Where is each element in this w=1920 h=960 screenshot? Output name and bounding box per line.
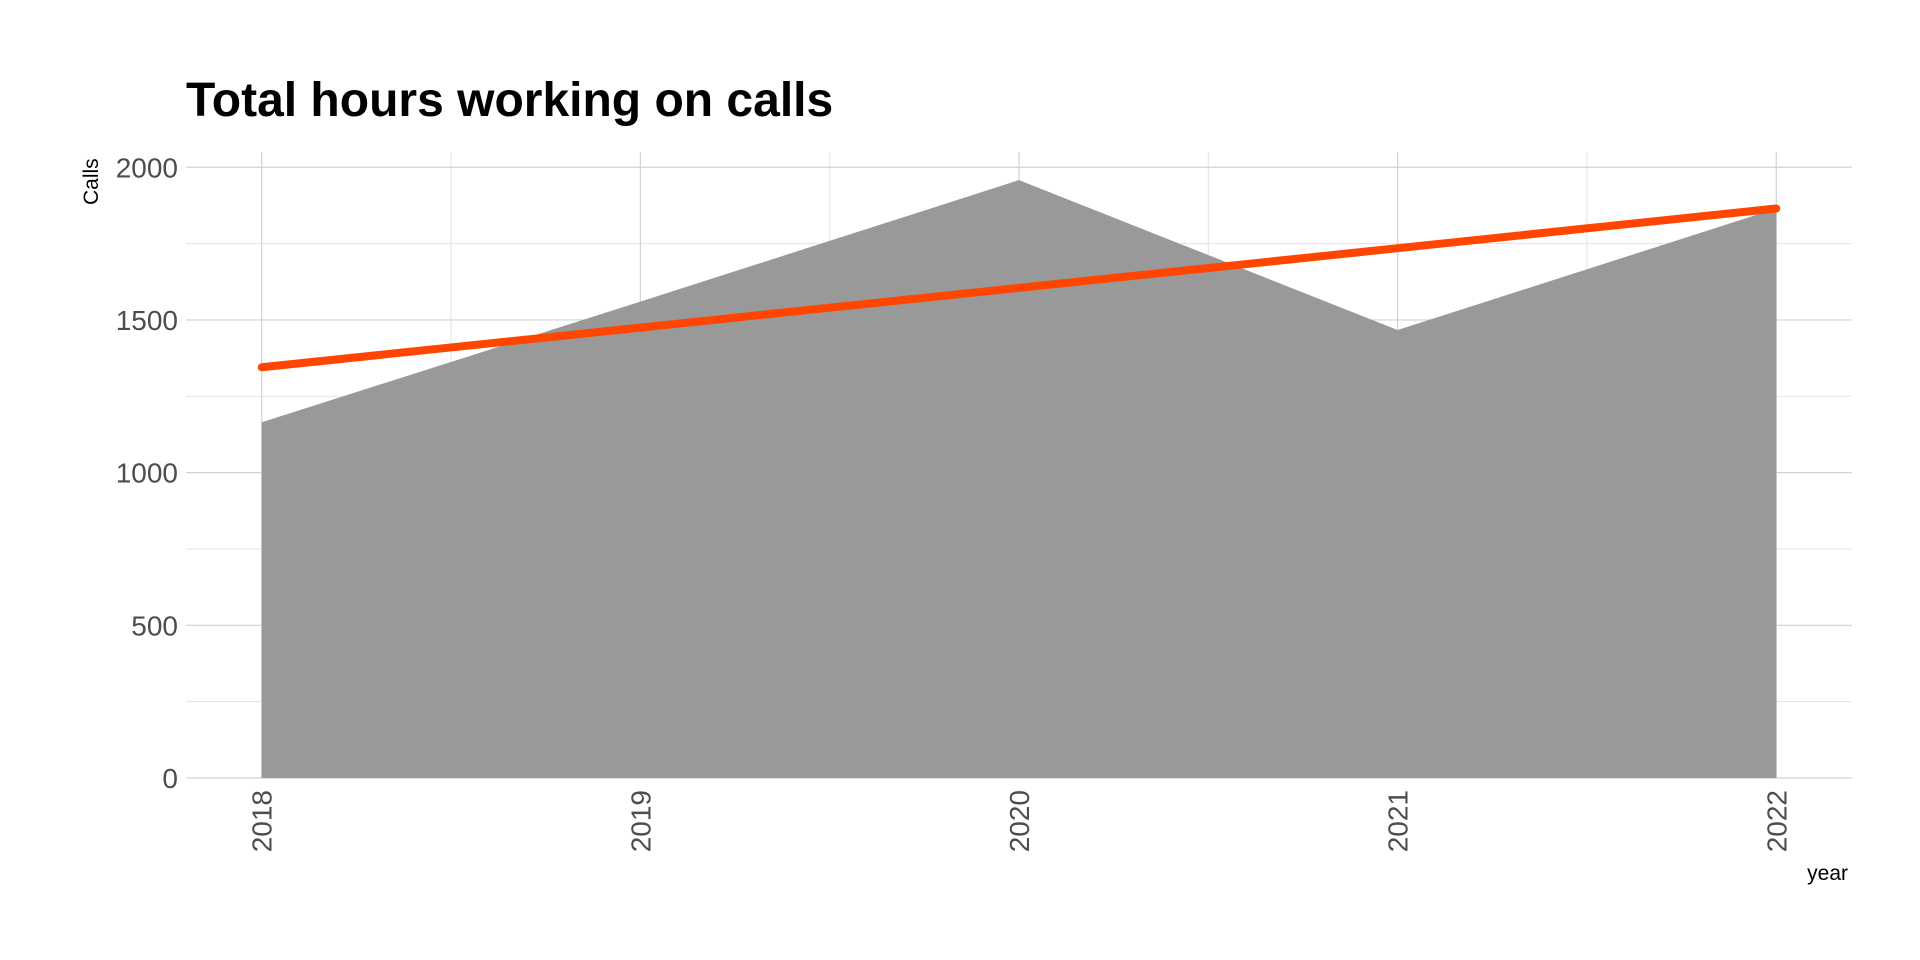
x-axis-ticks: 2018 2019 2020 2021 2022 [247, 790, 1793, 852]
y-axis-title: Calls [80, 158, 103, 205]
x-tick-label: 2019 [625, 790, 656, 852]
chart-title: Total hours working on calls [186, 74, 833, 127]
trend-line [257, 204, 1781, 372]
x-tick-label: 2022 [1761, 790, 1792, 852]
x-axis-title: year [1807, 862, 1848, 885]
x-tick-label: 2020 [1004, 790, 1035, 852]
area-series [261, 180, 1777, 779]
y-tick-label: 1500 [116, 305, 178, 336]
y-tick-label: 500 [131, 610, 178, 641]
y-tick-label: 0 [162, 763, 178, 794]
area-fill [261, 180, 1777, 779]
y-axis-ticks: 0 500 1000 1500 2000 [116, 152, 178, 794]
y-tick-label: 1000 [116, 458, 178, 489]
x-tick-label: 2021 [1383, 790, 1414, 852]
trend-line-series [257, 204, 1781, 372]
x-tick-label: 2018 [247, 790, 278, 852]
y-tick-label: 2000 [116, 152, 178, 183]
